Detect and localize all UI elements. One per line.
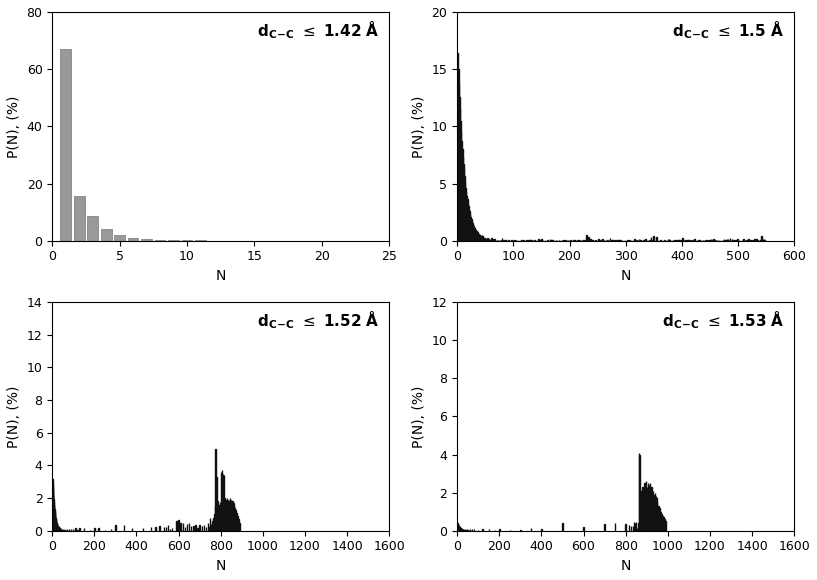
Y-axis label: P(N), (%): P(N), (%) [7,385,21,448]
Y-axis label: P(N), (%): P(N), (%) [412,95,426,158]
X-axis label: N: N [216,559,226,573]
Bar [127,238,139,241]
X-axis label: N: N [620,559,631,573]
Text: $\mathbf{d_{C\!-\!C}}$ $\leq$ $\mathbf{1.5\ \AA}$: $\mathbf{d_{C\!-\!C}}$ $\leq$ $\mathbf{1… [672,19,784,41]
X-axis label: N: N [620,269,631,283]
Bar [114,235,125,241]
X-axis label: N: N [216,269,226,283]
Bar [87,216,98,241]
Bar [74,197,85,241]
Bar [100,229,112,241]
Text: $\mathbf{d_{C\!-\!C}}$ $\leq$ $\mathbf{1.52\ \AA}$: $\mathbf{d_{C\!-\!C}}$ $\leq$ $\mathbf{1… [257,309,379,331]
Text: $\mathbf{d_{C\!-\!C}}$ $\leq$ $\mathbf{1.53\ \AA}$: $\mathbf{d_{C\!-\!C}}$ $\leq$ $\mathbf{1… [662,309,784,331]
Y-axis label: P(N), (%): P(N), (%) [412,385,426,448]
Bar [60,49,71,241]
Y-axis label: P(N), (%): P(N), (%) [7,95,21,158]
Bar [141,239,152,241]
Bar [154,240,166,241]
Text: $\mathbf{d_{C\!-\!C}}$ $\leq$ $\mathbf{1.42\ \AA}$: $\mathbf{d_{C\!-\!C}}$ $\leq$ $\mathbf{1… [257,19,379,41]
